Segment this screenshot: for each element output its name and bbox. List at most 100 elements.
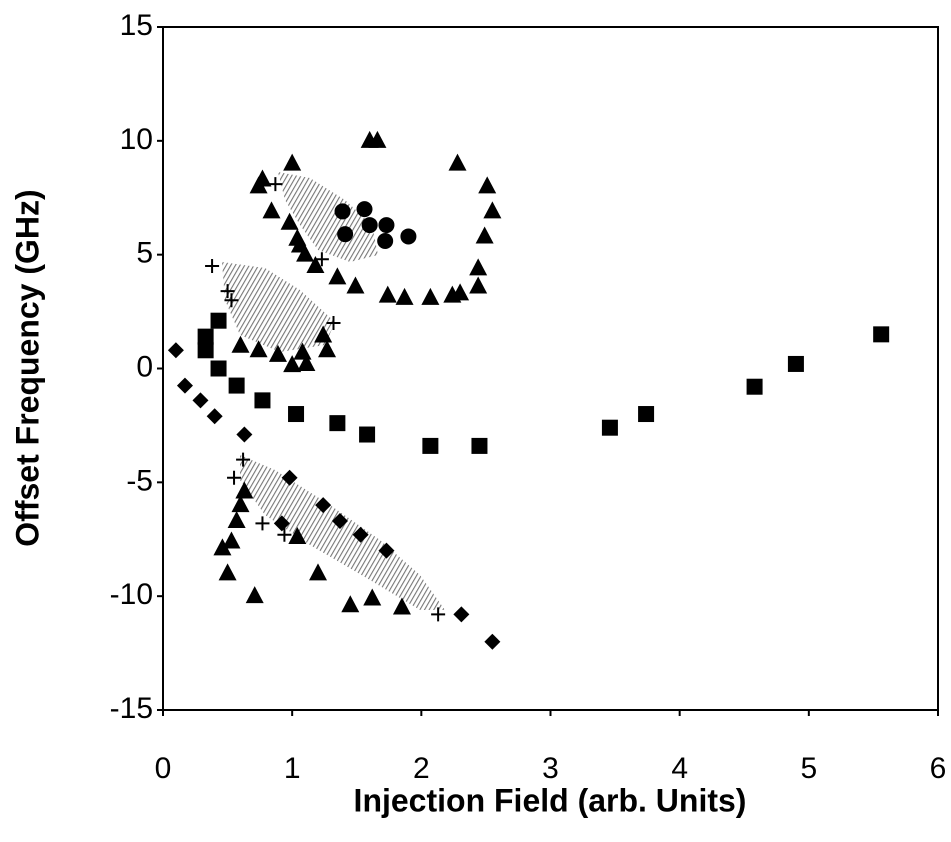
- point: [787, 355, 804, 372]
- y-axis-label: Offset Frequency (GHz): [9, 189, 45, 546]
- point: [197, 328, 214, 345]
- point: [352, 526, 369, 543]
- point: [231, 495, 250, 513]
- x-tick-label: 3: [542, 752, 559, 785]
- point: [206, 408, 223, 425]
- point: [268, 344, 287, 362]
- point: [222, 531, 241, 549]
- point: [329, 415, 346, 432]
- point: [469, 276, 488, 294]
- point: [448, 153, 467, 171]
- point: [484, 633, 501, 650]
- point: [356, 201, 373, 218]
- shaded-region: [222, 262, 335, 352]
- point: [346, 276, 365, 294]
- point: [245, 586, 264, 604]
- point: [235, 481, 254, 499]
- point: [192, 392, 209, 409]
- y-tick-label: 5: [136, 237, 153, 270]
- point: [400, 228, 417, 245]
- point: [337, 226, 354, 243]
- point: [469, 258, 488, 276]
- point: [638, 406, 655, 423]
- point: [293, 342, 312, 360]
- point: [315, 497, 332, 514]
- point: [334, 203, 351, 220]
- point: [277, 527, 292, 542]
- point: [210, 360, 227, 377]
- point: [273, 515, 290, 532]
- point: [280, 212, 299, 230]
- point: [360, 130, 379, 148]
- point: [167, 342, 184, 359]
- x-axis-label: Injection Field (arb. Units): [354, 782, 747, 818]
- plot-frame: [162, 26, 939, 711]
- point: [378, 285, 397, 303]
- point: [363, 588, 382, 606]
- y-tick-label: -10: [110, 578, 153, 611]
- x-tick-label: 6: [930, 752, 947, 785]
- point: [288, 406, 305, 423]
- point: [328, 267, 347, 285]
- shaded-region: [278, 172, 378, 262]
- point: [873, 326, 890, 343]
- point: [227, 511, 246, 529]
- point: [314, 325, 333, 343]
- shaded-region: [240, 455, 445, 610]
- point: [268, 177, 283, 192]
- point: [296, 244, 315, 262]
- y-tick-label: -15: [110, 692, 153, 725]
- point: [205, 259, 220, 274]
- point: [431, 607, 446, 622]
- point: [422, 437, 439, 454]
- point: [249, 176, 268, 194]
- point: [297, 353, 316, 371]
- point: [331, 513, 348, 530]
- point: [228, 377, 245, 394]
- point: [176, 377, 193, 394]
- x-tick-label: 0: [155, 752, 172, 785]
- y-tick-label: 10: [120, 123, 153, 156]
- x-tick-label: 4: [671, 752, 688, 785]
- point: [231, 335, 250, 353]
- point: [377, 233, 394, 250]
- point: [359, 426, 376, 443]
- point: [288, 526, 307, 544]
- point: [471, 437, 488, 454]
- point: [197, 342, 214, 359]
- point: [236, 426, 253, 443]
- point: [220, 284, 235, 299]
- point: [227, 470, 242, 485]
- y-tick-label: 15: [120, 9, 153, 42]
- point: [309, 563, 327, 581]
- y-tick-label: -5: [126, 464, 153, 497]
- point: [475, 226, 494, 244]
- point: [318, 340, 337, 358]
- point: [395, 287, 414, 305]
- point: [249, 340, 268, 358]
- point: [601, 419, 618, 436]
- point: [326, 315, 341, 330]
- point: [421, 287, 440, 305]
- point: [378, 542, 395, 559]
- point: [283, 355, 302, 373]
- point: [341, 595, 360, 613]
- point: [281, 469, 298, 486]
- point: [483, 201, 502, 219]
- point: [746, 378, 763, 395]
- point: [306, 256, 325, 274]
- x-tick-label: 2: [413, 752, 430, 785]
- point: [451, 283, 470, 301]
- point: [392, 597, 411, 615]
- point: [283, 153, 302, 171]
- x-tick-label: 1: [284, 752, 301, 785]
- point: [314, 252, 329, 267]
- point: [218, 563, 237, 581]
- point: [453, 606, 470, 623]
- point: [224, 293, 239, 308]
- point: [361, 217, 378, 234]
- x-tick-label: 5: [800, 752, 817, 785]
- point: [255, 516, 270, 531]
- point: [254, 392, 271, 409]
